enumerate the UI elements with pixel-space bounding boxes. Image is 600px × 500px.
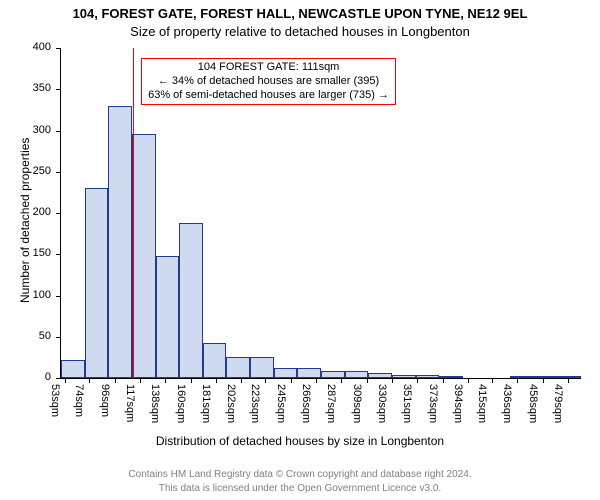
histogram-bar: [392, 375, 416, 378]
annotation-line: ← 34% of detached houses are smaller (39…: [148, 75, 389, 89]
x-tick-mark: [316, 378, 317, 383]
page-title-line1: 104, FOREST GATE, FOREST HALL, NEWCASTLE…: [0, 6, 600, 21]
x-tick-label: 351sqm: [401, 384, 413, 423]
x-tick-mark: [341, 378, 342, 383]
histogram-bar: [132, 134, 156, 378]
y-tick-mark: [56, 378, 61, 379]
x-tick-label: 479sqm: [552, 384, 564, 423]
x-tick-label: 202sqm: [225, 384, 237, 423]
x-tick-mark: [492, 378, 493, 383]
x-tick-label: 117sqm: [124, 384, 136, 422]
histogram-bar: [156, 256, 180, 378]
x-tick-label: 53sqm: [49, 384, 61, 417]
y-tick-mark: [56, 296, 61, 297]
x-tick-label: 287sqm: [325, 384, 337, 423]
x-tick-mark: [241, 378, 242, 383]
x-tick-mark: [443, 378, 444, 383]
y-tick-label: 250: [33, 165, 51, 177]
marker-line: [133, 48, 134, 378]
footer-line2: This data is licensed under the Open Gov…: [0, 483, 600, 494]
footer-line1: Contains HM Land Registry data © Crown c…: [0, 469, 600, 480]
x-tick-label: 181sqm: [200, 384, 212, 423]
x-tick-label: 309sqm: [351, 384, 363, 423]
histogram-plot: 104 FOREST GATE: 111sqm← 34% of detached…: [60, 48, 581, 379]
y-tick-mark: [56, 48, 61, 49]
y-tick-label: 150: [33, 247, 51, 259]
x-tick-mark: [417, 378, 418, 383]
annotation-line: 63% of semi-detached houses are larger (…: [148, 89, 389, 103]
histogram-bar: [203, 343, 227, 378]
histogram-bar: [61, 360, 85, 378]
histogram-bar: [108, 106, 132, 378]
histogram-bar: [85, 188, 109, 378]
x-tick-mark: [543, 378, 544, 383]
histogram-bar: [226, 357, 250, 378]
histogram-bar: [274, 368, 298, 378]
x-tick-mark: [165, 378, 166, 383]
x-tick-mark: [265, 378, 266, 383]
x-tick-label: 223sqm: [249, 384, 261, 423]
y-tick-label: 50: [39, 330, 51, 342]
y-tick-mark: [56, 254, 61, 255]
x-tick-mark: [392, 378, 393, 383]
y-tick-mark: [56, 131, 61, 132]
x-tick-mark: [140, 378, 141, 383]
y-tick-label: 100: [33, 289, 51, 301]
x-tick-mark: [65, 378, 66, 383]
x-tick-mark: [115, 378, 116, 383]
y-tick-mark: [56, 213, 61, 214]
annotation-line: 104 FOREST GATE: 111sqm: [148, 61, 389, 75]
x-tick-label: 330sqm: [376, 384, 388, 423]
x-tick-mark: [517, 378, 518, 383]
x-tick-mark: [216, 378, 217, 383]
y-tick-label: 200: [33, 206, 51, 218]
x-tick-label: 96sqm: [99, 384, 111, 417]
histogram-bar: [250, 357, 274, 378]
x-tick-label: 138sqm: [149, 384, 161, 423]
x-tick-label: 394sqm: [452, 384, 464, 423]
x-tick-label: 436sqm: [501, 384, 513, 423]
x-tick-label: 245sqm: [275, 384, 287, 423]
histogram-bar: [368, 373, 392, 378]
x-tick-label: 74sqm: [73, 384, 85, 417]
x-tick-label: 266sqm: [300, 384, 312, 423]
x-tick-label: 160sqm: [175, 384, 187, 423]
histogram-bar: [416, 375, 440, 378]
y-tick-mark: [56, 172, 61, 173]
histogram-bar: [557, 376, 581, 378]
histogram-bar: [534, 376, 558, 378]
y-tick-label: 350: [33, 82, 51, 94]
x-tick-label: 458sqm: [527, 384, 539, 423]
histogram-bar: [510, 376, 534, 378]
page-title-line2: Size of property relative to detached ho…: [0, 24, 600, 39]
y-axis-label: Number of detached properties: [18, 138, 32, 303]
y-tick-mark: [56, 337, 61, 338]
y-tick-label: 300: [33, 124, 51, 136]
x-tick-mark: [291, 378, 292, 383]
x-tick-mark: [191, 378, 192, 383]
x-tick-mark: [468, 378, 469, 383]
y-tick-mark: [56, 89, 61, 90]
histogram-bar: [179, 223, 203, 378]
x-tick-mark: [89, 378, 90, 383]
y-tick-label: 400: [33, 41, 51, 53]
x-tick-label: 373sqm: [427, 384, 439, 423]
x-tick-label: 415sqm: [476, 384, 488, 423]
histogram-bar: [345, 371, 369, 378]
y-tick-label: 0: [45, 371, 51, 383]
x-axis-label: Distribution of detached houses by size …: [0, 434, 600, 448]
x-tick-mark: [568, 378, 569, 383]
histogram-bar: [321, 371, 345, 378]
histogram-bar: [297, 368, 321, 378]
annotation-box: 104 FOREST GATE: 111sqm← 34% of detached…: [141, 58, 396, 105]
x-tick-mark: [367, 378, 368, 383]
